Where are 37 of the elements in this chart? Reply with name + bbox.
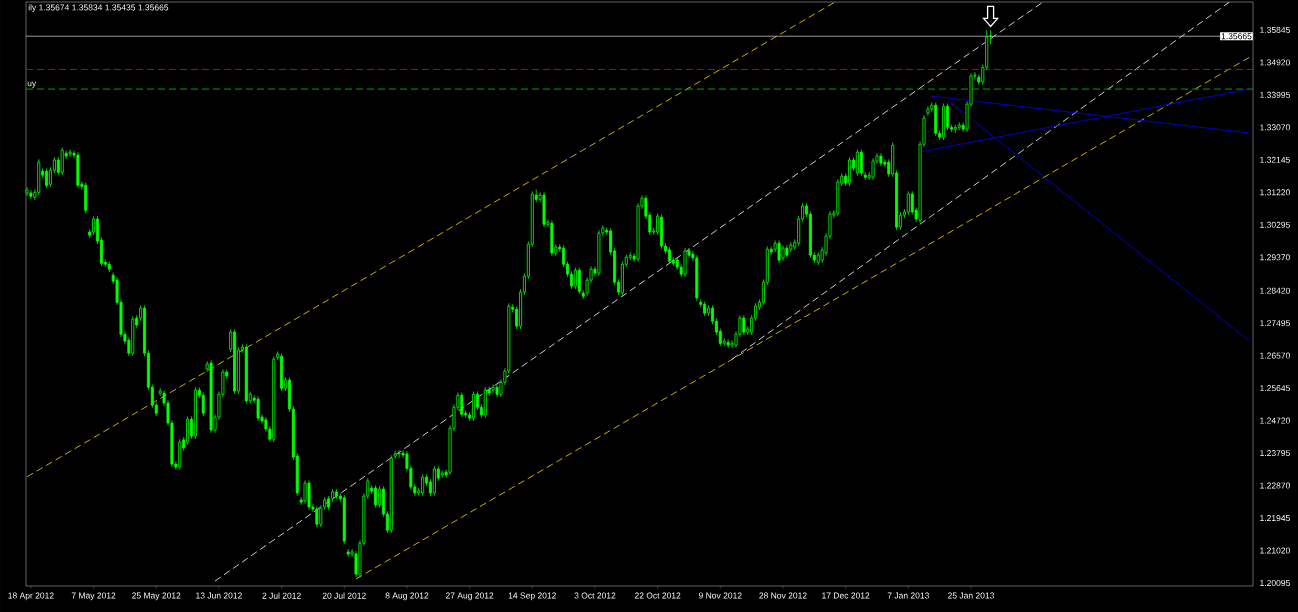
x-tick-label: 18 Apr 2012 — [8, 592, 54, 601]
x-tick-label: 22 Oct 2012 — [634, 592, 681, 599]
x-tick-label: 9 Nov 2012 — [698, 592, 742, 599]
y-tick-label: 1.29370 — [1260, 254, 1290, 261]
x-tick-label: 17 Dec 2012 — [822, 592, 870, 599]
y-tick-label: 1.21945 — [1260, 515, 1290, 522]
x-tick-label: 13 Jun 2012 — [196, 592, 242, 599]
x-tick-label: 7 Jan 2013 — [887, 592, 929, 599]
y-tick-label: 1.21020 — [1260, 547, 1290, 554]
y-tick-label: 1.20095 — [1260, 580, 1290, 586]
y-tick-label: 1.30295 — [1260, 221, 1290, 228]
x-tick-label: 2 Jul 2012 — [262, 592, 301, 599]
x-tick-label: 27 Aug 2012 — [445, 592, 494, 601]
ref-line-label: uy — [27, 81, 37, 88]
x-tick-label: 7 May 2012 — [71, 592, 116, 601]
x-tick-label: 25 Jan 2013 — [948, 592, 995, 599]
y-tick-label: 1.33070 — [1260, 124, 1290, 131]
y-tick-label: 1.33995 — [1260, 91, 1290, 98]
y-tick-label: 1.35845 — [1260, 26, 1290, 33]
y-tick-label: 1.24720 — [1260, 417, 1290, 424]
chart-title: ily 1.35674 1.35834 1.35435 1.35665 — [28, 4, 169, 13]
ref-line-label: 1.35665 — [1221, 33, 1252, 40]
x-tick-label: 20 Jul 2012 — [322, 592, 366, 599]
x-tick-label: 3 Oct 2012 — [574, 592, 616, 599]
x-tick-label: 28 Nov 2012 — [759, 592, 807, 599]
y-tick-label: 1.27495 — [1260, 320, 1290, 327]
y-tick-label: 1.31220 — [1260, 189, 1290, 196]
x-tick-label: 8 Aug 2012 — [385, 592, 429, 601]
y-tick-label: 1.26570 — [1260, 352, 1290, 359]
y-tick-label: 1.34920 — [1260, 59, 1290, 66]
y-tick-label: 1.22870 — [1260, 482, 1290, 489]
y-tick-label: 1.32145 — [1260, 156, 1290, 163]
y-tick-label: 1.28420 — [1260, 287, 1290, 294]
y-tick-label: 1.25645 — [1260, 385, 1290, 392]
y-tick-label: 1.23795 — [1260, 450, 1290, 457]
x-tick-label: 14 Sep 2012 — [508, 592, 556, 601]
x-tick-label: 25 May 2012 — [132, 592, 181, 601]
